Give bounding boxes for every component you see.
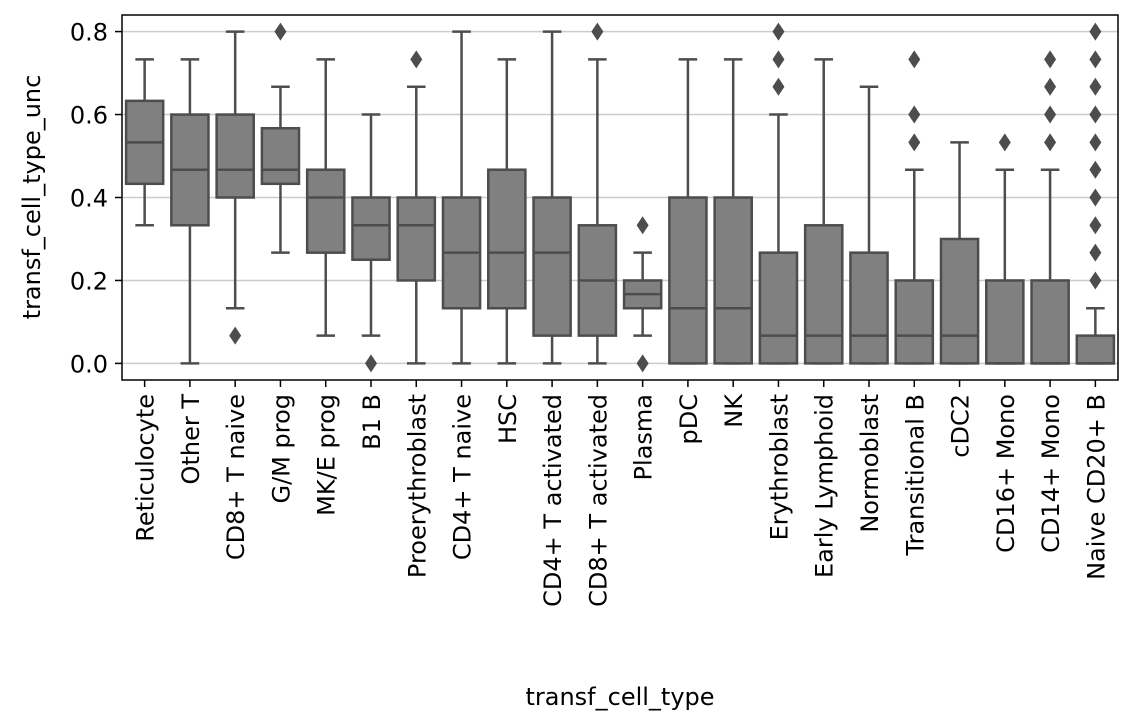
y-tick-label: 0.4 — [70, 185, 108, 213]
x-tick-label: G/M prog — [267, 394, 295, 504]
x-tick-label: Normoblast — [856, 394, 884, 533]
outlier — [908, 105, 921, 124]
x-tick-label: CD4+ T activated — [539, 394, 567, 607]
x-tick-label: HSC — [494, 394, 522, 444]
outlier — [1089, 188, 1102, 207]
outlier — [908, 133, 921, 152]
y-tick-label: 0.6 — [70, 102, 108, 130]
box — [396, 196, 437, 282]
outlier — [998, 133, 1011, 152]
outlier — [274, 22, 287, 41]
box — [260, 126, 301, 186]
x-tick-label: B1 B — [358, 394, 386, 450]
x-tick-label: Naive CD20+ B — [1082, 394, 1110, 580]
box — [939, 237, 980, 365]
outlier — [1089, 50, 1102, 69]
outlier — [772, 22, 785, 41]
outlier — [410, 50, 423, 69]
plot-frame — [121, 14, 1119, 381]
x-tick-label: MK/E prog — [313, 394, 341, 516]
y-axis-label: transf_cell_type_unc — [18, 75, 46, 320]
box — [1030, 279, 1070, 365]
outlier — [772, 77, 785, 96]
box — [713, 196, 753, 365]
outlier — [365, 354, 377, 373]
x-tick-label: CD8+ T naive — [222, 394, 250, 560]
outlier — [772, 50, 785, 69]
x-tick-label: Proerythroblast — [403, 394, 431, 578]
x-tick-label: CD14+ Mono — [1037, 394, 1065, 553]
box — [758, 251, 799, 365]
box — [532, 196, 572, 337]
outlier — [1089, 77, 1102, 96]
outlier — [591, 22, 604, 41]
outlier — [1089, 105, 1102, 124]
x-tick-label: Transitional B — [901, 394, 929, 557]
outlier — [1089, 133, 1102, 152]
x-tick-label: pDC — [675, 394, 703, 444]
y-tick-label: 0.2 — [70, 267, 108, 295]
y-tick-label: 0.0 — [70, 350, 108, 378]
x-tick-label: NK — [720, 393, 748, 428]
x-axis-label: transf_cell_type — [525, 683, 714, 711]
box — [849, 251, 889, 365]
box — [487, 168, 527, 310]
box — [803, 224, 844, 365]
x-tick-label: Erythroblast — [765, 394, 793, 540]
box — [668, 196, 708, 365]
outlier — [1089, 22, 1102, 41]
x-tick-label: cDC2 — [947, 394, 975, 458]
x-tick-label: Plasma — [630, 394, 658, 480]
box — [351, 196, 391, 261]
box — [305, 168, 346, 254]
outlier — [1044, 77, 1057, 96]
box — [985, 279, 1025, 365]
outlier — [229, 326, 242, 345]
outlier — [908, 50, 921, 69]
outlier — [1044, 133, 1057, 152]
outlier — [1089, 216, 1102, 235]
x-tick-label: Other T — [177, 394, 205, 485]
x-tick-label: Early Lymphoid — [811, 394, 839, 578]
outlier — [1089, 243, 1102, 262]
outlier — [1044, 50, 1057, 69]
box — [215, 113, 255, 199]
x-tick-label: CD16+ Mono — [992, 394, 1020, 553]
y-tick-label: 0.8 — [70, 19, 108, 47]
box — [1075, 334, 1116, 365]
outlier — [1089, 271, 1102, 290]
x-tick-label: CD8+ T activated — [584, 394, 612, 607]
outlier — [636, 354, 649, 373]
outlier — [636, 216, 649, 235]
x-tick-label: Reticulocyte — [132, 394, 160, 542]
outlier — [1089, 160, 1102, 179]
box — [894, 279, 935, 365]
x-tick-label: CD4+ T naive — [449, 394, 477, 560]
outlier — [1044, 105, 1057, 124]
